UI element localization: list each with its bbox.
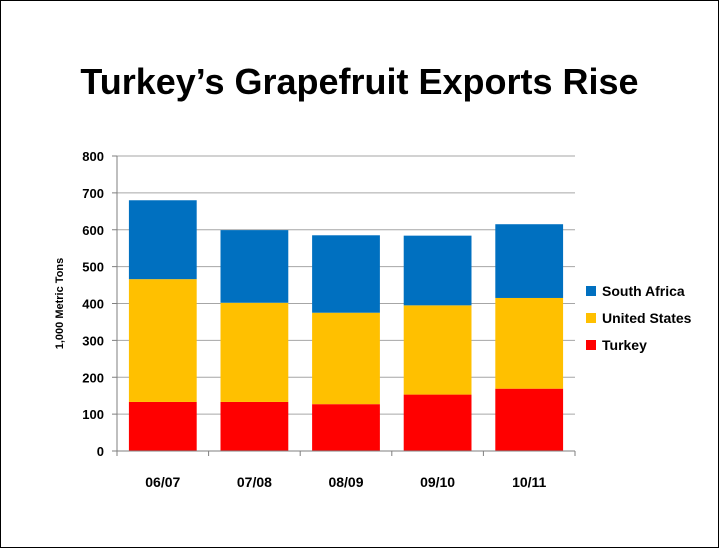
y-tick-label: 0: [97, 444, 104, 459]
bars: [128, 200, 564, 451]
chart-title: Turkey’s Grapefruit Exports Rise: [80, 61, 639, 102]
y-tick-label: 600: [82, 223, 104, 238]
bar-united-states-08-09: [312, 312, 380, 405]
x-category-labels: 06/07 07/08 08/09 09/10 10/11: [145, 474, 546, 490]
y-tick-labels: 0 100 200 300 400 500 600 700 800: [82, 149, 104, 459]
y-axis-title: 1,000 Metric Tons: [54, 258, 66, 350]
y-tick-label: 800: [82, 149, 104, 164]
bar-south-africa-07-08: [220, 230, 289, 303]
y-tick-label: 700: [82, 186, 104, 201]
y-tick-label: 400: [82, 297, 104, 312]
legend-swatch-south-africa: [586, 286, 596, 296]
legend-swatch-turkey: [586, 340, 596, 350]
x-category-label: 10/11: [512, 474, 546, 490]
bar-south-africa-06-07: [128, 200, 197, 280]
bar-turkey-06-07: [128, 401, 197, 451]
bar-south-africa-09-10: [403, 235, 472, 306]
legend-label-united-states: United States: [602, 310, 692, 326]
legend-label-south-africa: South Africa: [602, 283, 685, 299]
y-tick-label: 300: [82, 333, 104, 348]
y-tick-label: 100: [82, 407, 104, 422]
x-category-label: 09/10: [420, 474, 455, 490]
legend-label-turkey: Turkey: [602, 337, 647, 353]
x-category-label: 08/09: [328, 474, 363, 490]
bar-united-states-07-08: [220, 302, 289, 402]
bar-turkey-10-11: [495, 388, 564, 451]
y-tick-label: 500: [82, 260, 104, 275]
bar-south-africa-10-11: [495, 224, 564, 298]
bar-united-states-06-07: [128, 279, 197, 402]
x-category-label: 07/08: [237, 474, 272, 490]
y-tick-label: 200: [82, 370, 104, 385]
bar-south-africa-08-09: [312, 235, 380, 313]
legend-swatch-united-states: [586, 313, 596, 323]
axes: [112, 155, 576, 456]
bar-turkey-08-09: [312, 404, 380, 451]
bar-united-states-10-11: [495, 297, 564, 389]
bar-united-states-09-10: [403, 305, 472, 395]
bar-turkey-07-08: [220, 401, 289, 451]
legend: South Africa United States Turkey: [586, 283, 692, 353]
bar-turkey-09-10: [403, 394, 472, 451]
x-category-label: 06/07: [145, 474, 180, 490]
